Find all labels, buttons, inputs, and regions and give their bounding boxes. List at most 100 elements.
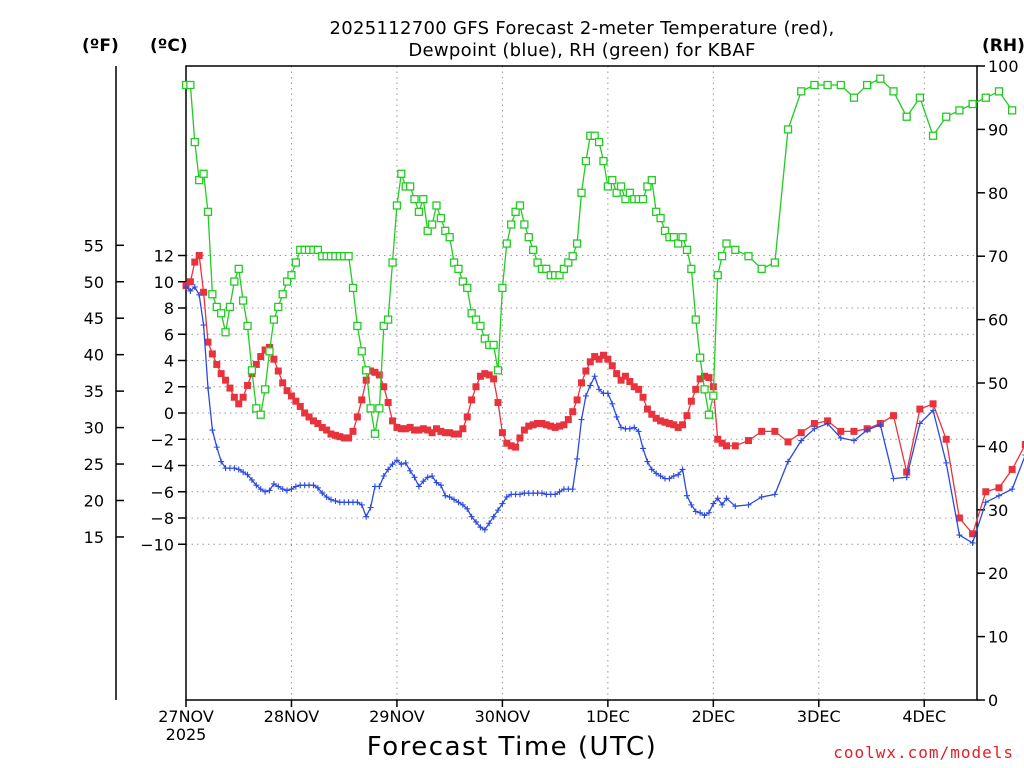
dewpoint-point: [653, 470, 660, 477]
temperature-point: [476, 372, 484, 380]
dewpoint-point: [516, 491, 523, 498]
temperature-point: [305, 413, 313, 421]
temperature-point: [665, 420, 673, 427]
temperature-point: [397, 425, 405, 433]
rh-point: [375, 404, 384, 413]
temperature-point: [723, 442, 731, 450]
rh-point: [195, 175, 204, 185]
rh-point: [221, 328, 230, 337]
temperature-point: [731, 442, 739, 450]
dewpoint-point: [710, 500, 717, 507]
temperature-point: [630, 383, 638, 391]
rh-point: [603, 182, 613, 191]
temperature-point: [837, 427, 845, 435]
temperature-point: [1021, 441, 1024, 448]
rh-point: [1008, 106, 1017, 115]
dewpoint-point: [657, 473, 664, 479]
celsius-tick-label: 8: [164, 299, 174, 318]
rh-point: [397, 169, 406, 178]
fahrenheit-tick-label: 35: [84, 382, 104, 401]
dewpoint-point: [604, 390, 611, 397]
dewpoint-point: [433, 479, 440, 486]
rh-point: [463, 283, 472, 293]
rh-point: [559, 264, 569, 274]
fahrenheit-tick-label: 25: [84, 455, 104, 474]
temperature-point: [643, 405, 651, 413]
rh-point: [313, 245, 322, 255]
dewpoint-point: [701, 512, 708, 519]
rh-point: [704, 410, 714, 419]
temperature-point: [661, 418, 669, 426]
temperature-point: [252, 360, 260, 368]
temperature-point: [683, 412, 691, 420]
temperature-point: [402, 425, 410, 433]
temperature-point: [195, 252, 203, 259]
temperature-point: [235, 400, 243, 408]
dewpoint-point: [459, 501, 466, 508]
temperature-point: [516, 434, 524, 442]
dewpoint-point: [248, 476, 255, 483]
dewpoint-point: [218, 458, 225, 465]
temperature-point: [327, 430, 335, 438]
temperature-point: [560, 421, 568, 429]
fahrenheit-tick-label: 15: [84, 528, 104, 547]
dewpoint-point: [723, 495, 730, 502]
celsius-axis-unit: (ºC): [150, 36, 188, 56]
celsius-tick-label: −2: [150, 430, 174, 449]
dewpoint-point: [745, 501, 752, 508]
temperature-point: [362, 376, 370, 384]
rh-point: [783, 125, 793, 134]
rh-point: [674, 239, 683, 248]
dewpoint-point: [437, 482, 444, 489]
rh-point: [902, 112, 911, 121]
rh-point: [489, 340, 498, 350]
temperature-point: [415, 426, 423, 434]
temperature-point: [428, 429, 436, 437]
temperature-point: [758, 427, 766, 435]
dewpoint-point: [916, 420, 923, 427]
temperature-point: [380, 383, 388, 391]
temperature-point: [472, 383, 480, 391]
rh-point: [225, 302, 235, 312]
dewpoint-point: [574, 455, 581, 462]
rh-point: [467, 309, 476, 318]
dewpoint-point: [811, 425, 818, 432]
rh-point: [357, 347, 366, 356]
dewpoint-point: [552, 491, 559, 498]
temperature-point: [424, 426, 432, 434]
temperature-point: [217, 370, 225, 378]
temperature-point: [349, 427, 357, 435]
dewpoint-point: [486, 520, 493, 527]
temperature-point: [692, 385, 700, 393]
dewpoint-point: [635, 428, 642, 435]
rh-point: [278, 290, 287, 299]
rh-point: [502, 239, 511, 248]
site-credit[interactable]: coolwx.com/models: [833, 743, 1014, 762]
rh-point: [208, 290, 217, 299]
temperature-point: [547, 422, 555, 430]
rh-point: [797, 87, 806, 96]
fahrenheit-tick-label: 20: [84, 492, 104, 511]
temperature-point: [345, 434, 353, 442]
rh-point: [269, 315, 279, 324]
dewpoint-point: [903, 474, 910, 481]
rh-point: [353, 321, 362, 331]
temperature-point: [446, 429, 454, 437]
rh-point: [744, 252, 753, 261]
temperature-point: [274, 367, 282, 375]
temperature-point: [556, 422, 564, 430]
temperature-point: [687, 397, 695, 405]
temperature-point: [797, 429, 805, 437]
dewpoint-point: [705, 509, 712, 516]
rh-point: [889, 87, 898, 96]
dewpoint-point: [714, 495, 721, 502]
celsius-tick-label: −10: [140, 535, 174, 554]
fahrenheit-tick-label: 40: [84, 346, 104, 365]
temperature-point: [529, 421, 537, 429]
temperature-point: [696, 375, 704, 383]
temperature-point: [257, 353, 265, 361]
dewpoint-point: [930, 407, 937, 414]
celsius-tick-label: 6: [164, 325, 174, 344]
celsius-tick-label: −4: [150, 457, 174, 476]
